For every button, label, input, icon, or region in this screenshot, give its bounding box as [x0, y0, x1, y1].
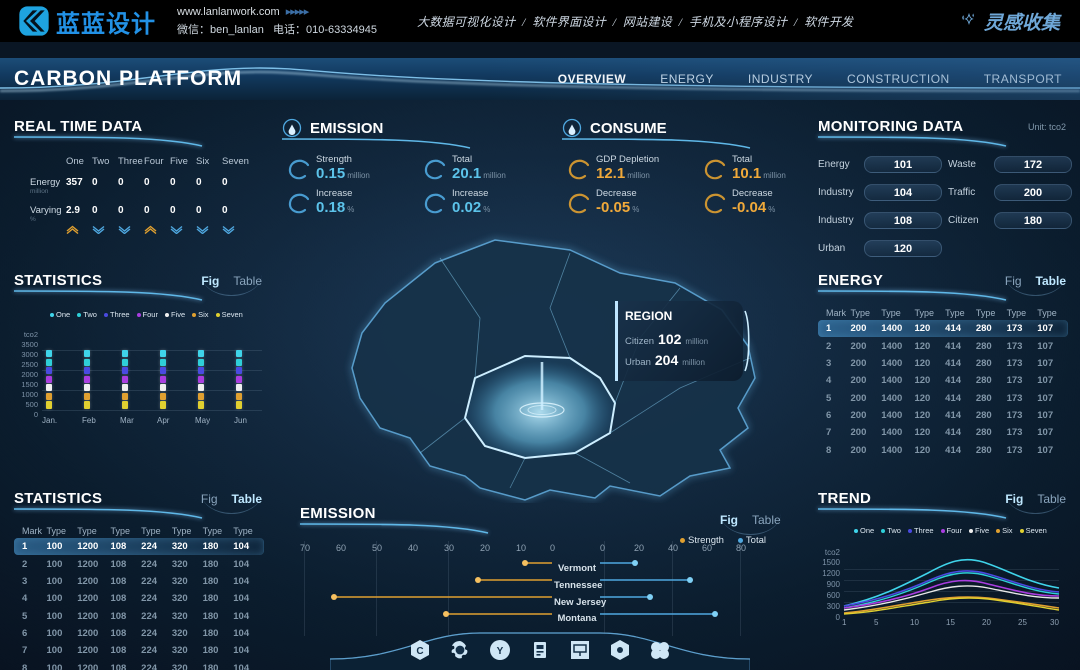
- svg-text:Y: Y: [497, 646, 504, 657]
- svg-text:C: C: [416, 646, 423, 657]
